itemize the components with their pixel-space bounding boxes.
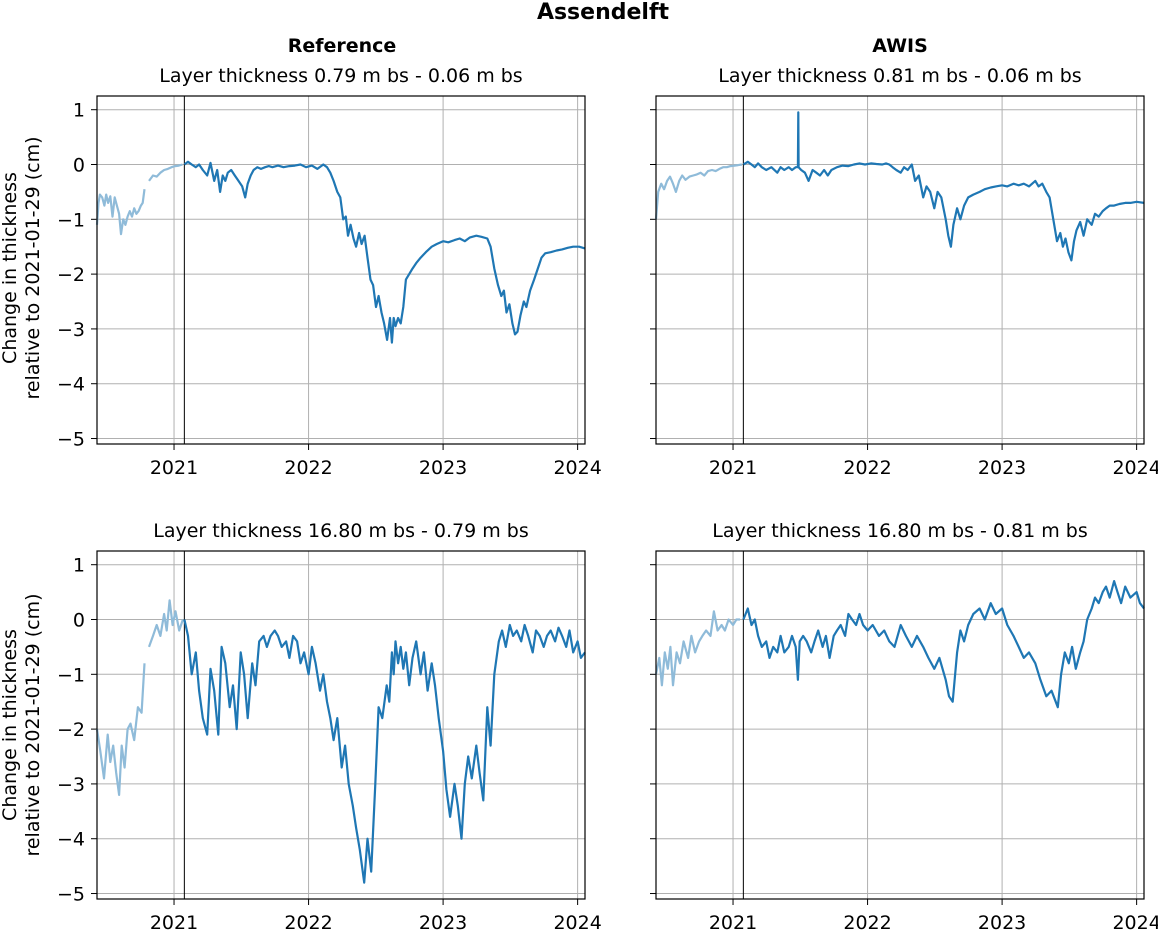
x-tick-label: 2021 bbox=[150, 457, 198, 479]
series-line-before-reference bbox=[148, 163, 183, 182]
y-tick-label: −4 bbox=[57, 829, 85, 851]
ylabel-bottom-line1: Change in thickness bbox=[0, 629, 21, 821]
x-tick-label: 2021 bbox=[709, 912, 757, 934]
figure-title: Assendelft bbox=[537, 0, 670, 25]
column-title-awis: AWIS bbox=[872, 35, 928, 57]
column-title-reference: Reference bbox=[288, 35, 397, 57]
ylabel-top-line1: Change in thickness bbox=[0, 172, 21, 364]
y-tick-label: −4 bbox=[57, 374, 85, 396]
y-tick-label: −2 bbox=[57, 719, 85, 741]
panel-title: Layer thickness 16.80 m bs - 0.81 m bs bbox=[712, 520, 1088, 542]
x-tick-label: 2023 bbox=[978, 912, 1026, 934]
y-tick-label: −1 bbox=[57, 209, 85, 231]
series-line bbox=[742, 579, 1145, 709]
panel-bottom-awis: Layer thickness 16.80 m bs - 0.81 m bs 20… bbox=[650, 520, 1158, 934]
y-tick-label: 1 bbox=[73, 100, 85, 122]
ylabel-bottom-line2: relative to 2021-01-29 (cm) bbox=[22, 593, 44, 856]
x-tick-label: 2021 bbox=[150, 912, 198, 934]
series-line-before-reference bbox=[654, 163, 743, 220]
x-tick-label: 2022 bbox=[843, 457, 891, 479]
y-tick-label: 0 bbox=[73, 155, 85, 177]
x-tick-label: 2022 bbox=[843, 912, 891, 934]
y-tick-label: 1 bbox=[73, 555, 85, 577]
series-line bbox=[742, 111, 1145, 262]
series-line-before-reference bbox=[95, 189, 146, 236]
series-line bbox=[183, 619, 586, 884]
x-tick-label: 2023 bbox=[419, 457, 467, 479]
y-tick-label: −2 bbox=[57, 264, 85, 286]
axes-frame bbox=[96, 95, 586, 445]
ylabel-bottom: Change in thickness relative to 2021-01-… bbox=[0, 593, 44, 856]
x-tick-label: 2022 bbox=[284, 457, 332, 479]
axes-frame bbox=[655, 550, 1145, 900]
y-tick-label: −3 bbox=[57, 774, 85, 796]
series-line-before-reference bbox=[654, 610, 740, 687]
x-tick-label: 2023 bbox=[978, 457, 1026, 479]
y-tick-label: −1 bbox=[57, 664, 85, 686]
x-tick-label: 2024 bbox=[553, 912, 601, 934]
x-tick-label: 2022 bbox=[284, 912, 332, 934]
x-tick-label: 2024 bbox=[1112, 457, 1158, 479]
y-tick-label: −5 bbox=[57, 884, 85, 906]
x-tick-label: 2021 bbox=[709, 457, 757, 479]
x-tick-label: 2024 bbox=[553, 457, 601, 479]
series-line-before-reference bbox=[147, 599, 184, 648]
ylabel-top: Change in thickness relative to 2021-01-… bbox=[0, 136, 44, 399]
ylabel-top-line2: relative to 2021-01-29 (cm) bbox=[22, 136, 44, 399]
panel-title: Layer thickness 0.79 m bs - 0.06 m bs bbox=[159, 65, 522, 87]
y-tick-label: −5 bbox=[57, 429, 85, 451]
series-line-before-reference bbox=[95, 663, 146, 797]
panel-title: Layer thickness 16.80 m bs - 0.79 m bs bbox=[153, 520, 529, 542]
panel-top-awis: Layer thickness 0.81 m bs - 0.06 m bs 202… bbox=[650, 65, 1158, 479]
x-tick-label: 2024 bbox=[1112, 912, 1158, 934]
panel-bottom-reference: Layer thickness 16.80 m bs - 0.79 m bs 20… bbox=[57, 520, 602, 934]
panel-top-reference: Layer thickness 0.79 m bs - 0.06 m bs 202… bbox=[57, 65, 602, 479]
axes-frame bbox=[655, 95, 1145, 445]
y-tick-label: 0 bbox=[73, 610, 85, 632]
y-tick-label: −3 bbox=[57, 319, 85, 341]
x-tick-label: 2023 bbox=[419, 912, 467, 934]
series-line bbox=[183, 160, 586, 344]
axes-frame bbox=[96, 550, 586, 900]
panel-title: Layer thickness 0.81 m bs - 0.06 m bs bbox=[718, 65, 1081, 87]
